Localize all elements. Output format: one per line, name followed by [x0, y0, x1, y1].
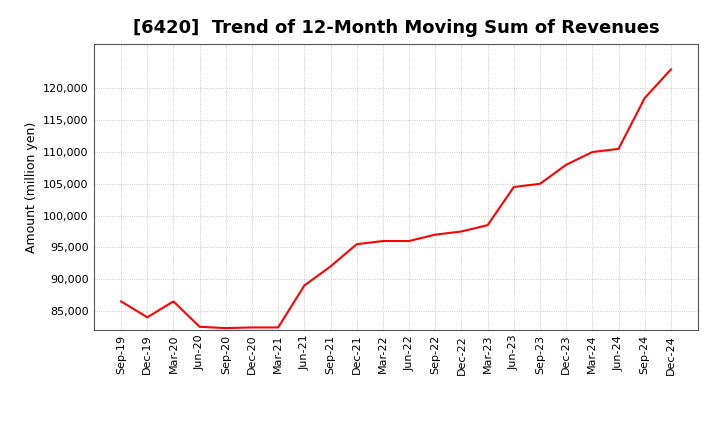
Y-axis label: Amount (million yen): Amount (million yen) — [24, 121, 37, 253]
Title: [6420]  Trend of 12-Month Moving Sum of Revenues: [6420] Trend of 12-Month Moving Sum of R… — [132, 19, 660, 37]
